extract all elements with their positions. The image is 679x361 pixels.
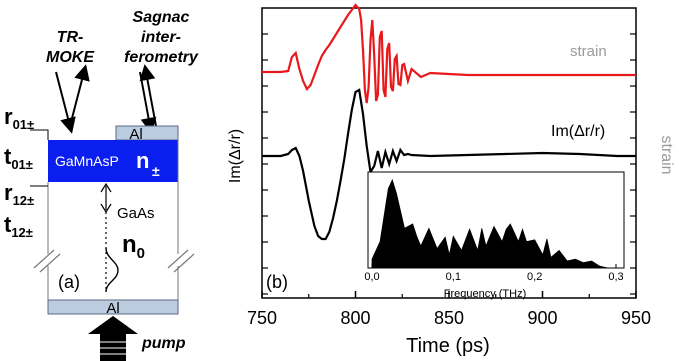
break-mark-right-2 [173,253,195,273]
panel-b-label: (b) [266,272,288,292]
panel-a-schematic: TR- MOKE Sagnac inter- ferometry Al GaMn… [4,9,199,361]
top-al-label: Al [129,126,142,143]
film-index-sub: ± [152,163,160,179]
x-tick-label: 800 [340,308,370,328]
bottom-al-label: Al [106,300,119,317]
x-axis-title: Time (ps) [406,335,490,357]
inset-x-axis: 0,0 0,1 0,2 0,3 [364,264,624,283]
inset-spectrum-area [371,178,616,269]
im-series-label: Im(Δr/r) [551,123,605,140]
coef-t12: t12± [4,212,33,240]
x-tick-label: 850 [434,308,464,328]
break-mark-left-2 [39,253,61,273]
substrate-index-n: n0 [122,231,145,262]
strain-series-line [262,3,636,104]
probe-left-label-2: MOKE [46,49,95,66]
panel-a-label: (a) [58,272,80,292]
inset-x-tick-label: 0,1 [446,271,461,283]
inset-x-tick-label: 0,2 [527,271,542,283]
main-y-ticks [262,33,636,295]
coef-t01: t01± [4,144,33,172]
panel-b-chart: 750 800 850 900 950 strain Im(Δr/r) Im(Δr/r)… [227,3,675,357]
y-axis-label-right: strain [658,135,675,174]
coef-r12: r12± [4,180,34,208]
im-series-line [262,88,636,241]
break-mark-left-1 [33,249,55,269]
coef-r01: r01± [4,104,34,132]
probe-left-beam-in [55,71,76,134]
probe-right-label-3: ferometry [124,49,199,66]
main-x-axis: 750 800 850 900 950 [247,291,651,328]
pump-label: pump [141,335,186,352]
x-tick-label: 900 [527,308,557,328]
double-arrow-head-top [100,182,112,193]
probe-left-beam-out [69,64,90,127]
probe-left-label-1: TR- [57,29,84,46]
y-axis-label-left: Im(Δr/r) [227,129,244,183]
probe-right-label-2: inter- [141,29,181,46]
gamnasp-layer [48,140,178,182]
gamnasp-label: GaMnAsP [55,153,119,169]
probe-right-beam-out [139,64,157,127]
top-al-cap [115,125,179,141]
inset-x-axis-title: Frequency (THz) [444,288,527,300]
strain-series-label: strain [570,43,607,60]
inset-x-tick-label: 0,3 [608,271,623,283]
x-tick-label: 750 [247,308,277,328]
pointer-r01 [30,129,49,140]
gaas-label: GaAs [117,205,155,222]
pump-arrow [88,316,138,361]
film-index-n: n [136,148,149,173]
break-mark-right-1 [167,249,189,269]
inset-x-tick-label: 0,0 [364,271,379,283]
x-tick-label: 950 [621,308,651,328]
strain-pulse-drawing [105,247,119,293]
bottom-al-cap [47,299,179,315]
probe-right-label-1: Sagnac [133,9,190,26]
